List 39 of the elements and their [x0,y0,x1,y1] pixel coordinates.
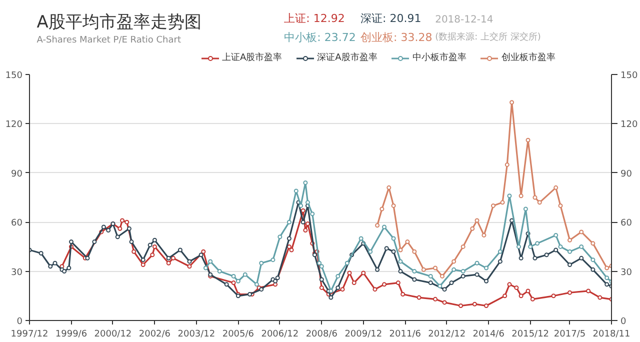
x-tick-label: 2008/6 [306,330,338,340]
x-tick-label: 2005/6 [222,330,254,340]
x-tick-label: 2002/6 [138,330,171,340]
text: 2018-12-14 [435,14,494,26]
x-tick-label: 2009/12 [344,330,382,340]
x-tick-label: 1999/6 [55,330,88,340]
y-tick-label: 60 [11,218,23,229]
x-tick-label: 2006/12 [261,330,299,340]
y-tick-label: 150 [5,71,23,81]
legend-label: 上证A股市盈率 [222,52,282,64]
x-tick-label: 1997/12 [10,330,48,340]
text: 创业板: 33.28 [360,31,432,44]
text: 中小板: 23.72 [284,31,356,44]
y2-tick-label: 120 [620,120,638,130]
y2-tick-label: 0 [620,317,626,327]
text: 深证: 20.91 [360,12,422,25]
x-tick-label: 2017/5 [554,330,586,340]
y2-tick-label: 30 [620,268,632,278]
chart-title: A股平均市盈率走势图 [36,12,202,32]
y-tick-label: 120 [5,120,23,130]
legend-label: 创业板市盈率 [501,52,556,64]
chart-subtitle: A-Shares Market P/E Ratio Chart [36,36,182,46]
text: 上证: 12.92 [284,12,345,25]
legend-label: 深证A股市盈率 [317,52,378,64]
x-tick-label: 2003/12 [178,330,216,340]
y2-tick-label: 90 [620,169,632,180]
y2-tick-label: 150 [620,71,638,81]
x-tick-label: 2018/11 [592,330,630,340]
x-tick-label: 2015/12 [512,330,550,340]
y2-tick-label: 60 [620,218,632,229]
text: (数据来源: 上交所 深交所) [435,32,541,42]
y-tick-label: 0 [16,317,23,327]
x-tick-label: 2012/12 [428,330,466,340]
x-tick-label: 2014/6 [472,330,505,340]
legend-label: 中小板市盈率 [412,52,466,64]
x-tick-label: 2011/6 [389,330,422,340]
y-tick-label: 90 [11,169,23,180]
x-tick-label: 2000/12 [94,330,132,340]
y-tick-label: 30 [11,268,23,278]
